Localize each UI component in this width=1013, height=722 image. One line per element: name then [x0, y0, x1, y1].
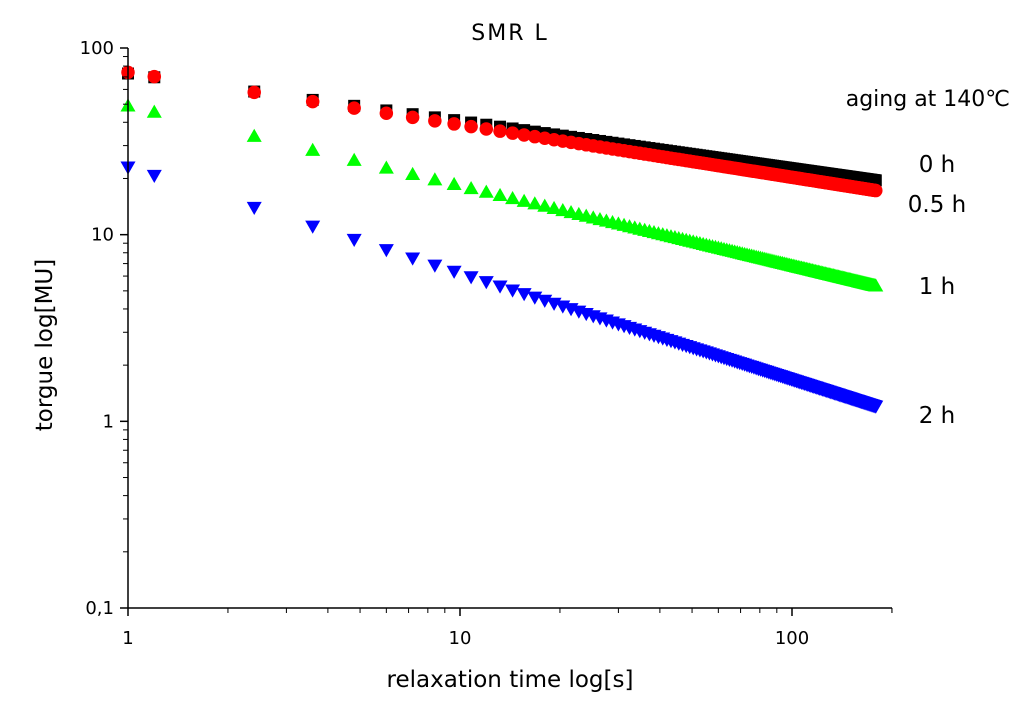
data-point: [555, 203, 571, 217]
data-point: [505, 190, 521, 205]
data-point: [517, 128, 531, 142]
data-point: [505, 126, 520, 140]
data-point: [492, 187, 508, 202]
data-point: [516, 288, 532, 302]
series-label: 1 h: [919, 274, 956, 300]
data-point: [427, 172, 443, 186]
x-tick-label: 100: [775, 628, 809, 649]
series-label: 0.5 h: [908, 192, 966, 218]
data-point: [246, 128, 262, 142]
data-point: [527, 196, 543, 210]
data-point: [405, 110, 420, 125]
series-0-5-h: [121, 65, 883, 198]
data-point: [516, 193, 532, 207]
series-label: 2 h: [919, 403, 956, 429]
x-axis-label: relaxation time log[s]: [387, 667, 634, 693]
data-point: [463, 271, 479, 285]
data-point: [446, 176, 462, 190]
data-point: [347, 101, 361, 115]
data-point: [463, 180, 479, 195]
plot-area: [120, 65, 884, 414]
series-labels: 0 h 0.5 h 1 h 2 h: [908, 152, 966, 429]
data-point: [868, 400, 884, 414]
axes: [127, 48, 892, 609]
data-point: [146, 104, 162, 118]
data-point: [447, 117, 461, 131]
data-point: [428, 114, 442, 128]
data-point: [378, 160, 394, 174]
data-point: [379, 106, 394, 120]
data-point: [427, 259, 443, 273]
data-point: [246, 201, 262, 216]
data-point: [305, 94, 320, 109]
data-point: [528, 129, 542, 144]
data-point: [493, 124, 507, 138]
data-point: [378, 244, 394, 258]
data-point: [346, 233, 362, 247]
data-point: [147, 69, 162, 84]
series-2-h: [120, 161, 884, 414]
data-point: [869, 183, 883, 198]
y-tick-label: 10: [91, 225, 114, 246]
x-tick-label: 10: [449, 628, 472, 649]
series-label: 0 h: [919, 152, 956, 178]
data-point: [446, 265, 462, 279]
data-point: [868, 278, 884, 292]
data-point: [247, 85, 261, 100]
data-point: [405, 252, 421, 266]
chart-title: SMR L: [471, 21, 548, 46]
ticks: [120, 47, 893, 616]
tick-labels: 1 10 100 0,1 1 10 100: [80, 38, 810, 649]
y-tick-label: 100: [80, 38, 114, 59]
y-tick-label: 0,1: [85, 598, 114, 619]
data-point: [479, 122, 494, 136]
y-axis-label: torgue log[MU]: [32, 259, 58, 431]
data-point: [537, 198, 553, 212]
data-point: [405, 166, 421, 180]
data-point: [464, 119, 478, 134]
y-tick-label: 1: [103, 411, 114, 432]
data-point: [305, 220, 321, 234]
series-1-h: [120, 98, 884, 292]
data-point: [305, 142, 321, 156]
data-point: [146, 169, 162, 184]
annotation-aging: aging at 140℃: [846, 87, 1010, 112]
x-tick-label: 1: [122, 628, 133, 649]
data-point: [505, 284, 521, 298]
data-point: [478, 276, 494, 290]
data-point: [346, 152, 362, 166]
data-point: [478, 184, 494, 198]
data-point: [492, 280, 508, 294]
data-point: [546, 200, 562, 215]
